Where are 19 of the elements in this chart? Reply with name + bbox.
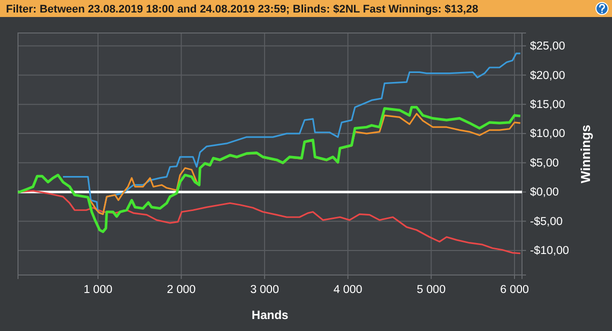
x-tick-label: 3 000	[250, 284, 279, 296]
y-tick-label: $25,00	[530, 40, 566, 53]
y-tick-label: $5,00	[530, 157, 559, 170]
x-tick-label: 6 000	[500, 284, 529, 296]
x-tick-label: 4 000	[334, 284, 362, 296]
x-axis-title: Hands	[252, 308, 289, 322]
x-tick-label: 2 000	[166, 284, 196, 296]
chart-title: Filter: Between 23.08.2019 18:00 and 24.08.2019 23:59; Blinds: $2NL Fast Winnings: $13,28	[6, 4, 478, 16]
line-series	[16, 106, 522, 234]
x-tick-label: 5 000	[416, 284, 446, 296]
y-tick-label: -$10,00	[530, 245, 570, 258]
line-series	[62, 52, 522, 216]
x-tick-label: 1 000	[84, 284, 112, 296]
y-tick-label: $15,00	[530, 98, 566, 111]
y-tick-label: $10,00	[530, 128, 566, 140]
y-axis-title: Winnings	[578, 124, 593, 184]
y-tick-label: $20,00	[530, 70, 566, 82]
y-tick-label: $0,00	[530, 186, 559, 199]
y-tick-label: -$5,00	[530, 216, 563, 228]
